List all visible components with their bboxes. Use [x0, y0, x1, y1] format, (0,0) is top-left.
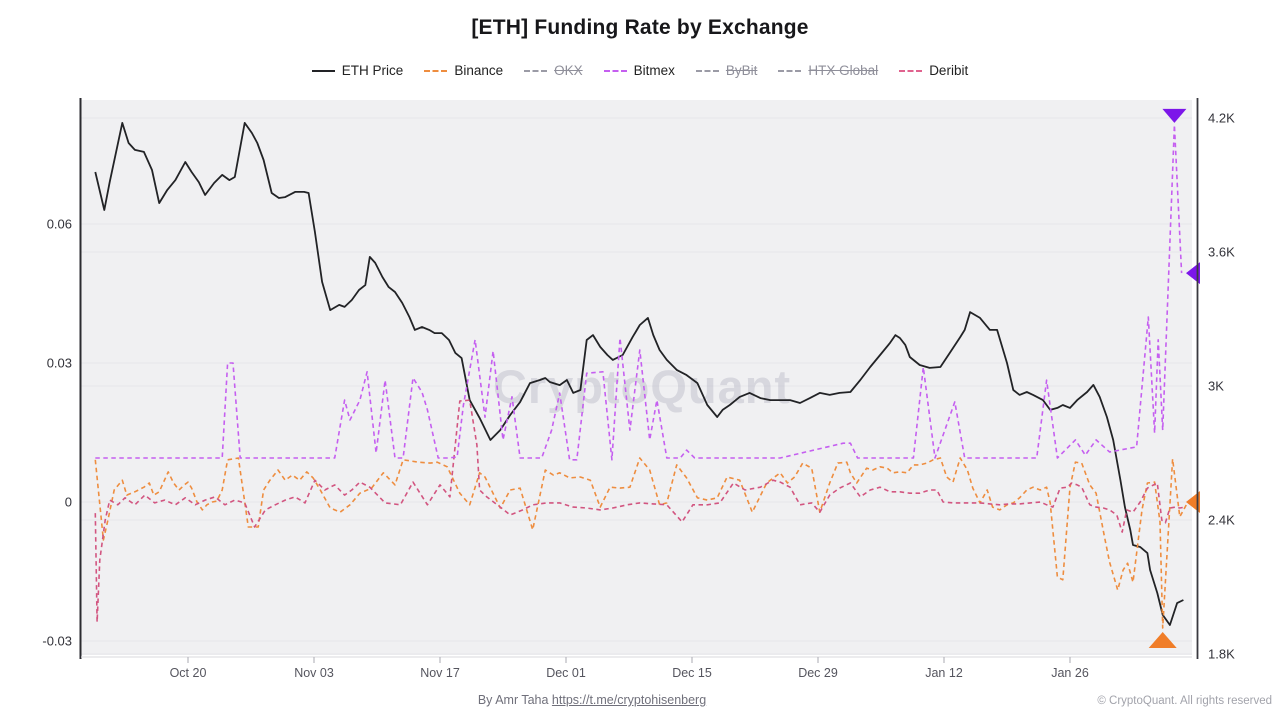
- x-axis-tick-label: Nov 03: [294, 666, 334, 680]
- bitmex-last-marker-icon: [1186, 262, 1200, 285]
- left-axis-tick-label: 0.06: [47, 217, 72, 232]
- legend-item-htx-global[interactable]: HTX Global: [778, 63, 878, 78]
- left-axis-tick-label: 0.03: [47, 356, 72, 371]
- x-axis-tick-label: Nov 17: [420, 666, 460, 680]
- legend-item-bitmex[interactable]: Bitmex: [603, 63, 675, 78]
- right-axis-tick-label: 1.8K: [1208, 646, 1235, 661]
- legend-label: OKX: [554, 63, 583, 78]
- legend-swatch-bitmex: [603, 69, 627, 72]
- legend-swatch-deribit: [899, 69, 923, 72]
- credit-author: By Amr Taha: [477, 693, 552, 707]
- legend-label: Bitmex: [633, 63, 675, 78]
- footer-credit: By Amr Taha https://t.me/cryptohisenberg: [478, 693, 706, 707]
- legend-label: Binance: [454, 63, 504, 78]
- legend-swatch-okx: [524, 69, 548, 72]
- legend-swatch-bybit: [695, 69, 719, 72]
- legend-label: Deribit: [929, 63, 969, 78]
- axis-tick-labels: 0.06 0.03 0 -0.03 4.2K 3.6K 3K 2.4K 1.8K Oct 20 No…: [42, 111, 1235, 681]
- right-axis-tick-label: 3.6K: [1208, 244, 1235, 259]
- x-axis-tick-label: Dec 29: [798, 666, 838, 680]
- legend-swatch-eth-price: [311, 69, 335, 72]
- right-axis-tick-label: 2.4K: [1208, 512, 1235, 527]
- legend-label: ByBit: [725, 63, 758, 78]
- left-axis-tick-label: 0: [65, 495, 72, 510]
- gridlines: [81, 117, 1192, 655]
- right-axis-tick-label: 4.2K: [1208, 111, 1235, 126]
- x-axis-tick-label: Dec 01: [546, 666, 586, 680]
- x-axis-tick-label: Jan 26: [1051, 666, 1089, 680]
- legend-item-deribit[interactable]: Deribit: [899, 63, 968, 78]
- series-line-deribit: [94, 399, 1186, 623]
- legend-item-binance[interactable]: Binance: [424, 63, 503, 78]
- legend-item-eth-price[interactable]: ETH Price: [311, 63, 404, 78]
- binance-last-marker-icon: [1186, 491, 1200, 513]
- right-axis-tick-label: 3K: [1208, 378, 1224, 393]
- legend: ETH Price Binance OKX Bitmex ByBit HTX Global…: [0, 63, 1280, 78]
- series-lines: [94, 122, 1189, 629]
- x-axis-tick-label: Oct 20: [170, 666, 207, 680]
- bitmex-peak-marker-icon: [1162, 108, 1187, 123]
- copyright-note: © CryptoQuant. All rights reserved: [1097, 695, 1272, 707]
- series-line-binance: [94, 457, 1189, 629]
- legend-swatch-binance: [424, 69, 448, 72]
- legend-swatch-htx-global: [778, 69, 802, 72]
- chart-title: [ETH] Funding Rate by Exchange: [471, 16, 809, 39]
- series-line-bitmex: [95, 124, 1183, 461]
- x-axis-tick-label: Dec 15: [672, 666, 712, 680]
- watermark: CryptoQuant: [493, 360, 791, 413]
- legend-item-bybit[interactable]: ByBit: [695, 63, 758, 78]
- credit-link[interactable]: https://t.me/cryptohisenberg: [551, 693, 707, 707]
- legend-item-okx[interactable]: OKX: [524, 63, 583, 78]
- left-axis-tick-label: -0.03: [42, 633, 72, 648]
- binance-low-marker-icon: [1148, 632, 1177, 649]
- legend-label: ETH Price: [341, 63, 404, 78]
- series-line-eth-price: [94, 122, 1184, 626]
- legend-label: HTX Global: [808, 63, 879, 78]
- series-markers: [1148, 108, 1200, 649]
- x-axis-tick-label: Jan 12: [925, 666, 963, 680]
